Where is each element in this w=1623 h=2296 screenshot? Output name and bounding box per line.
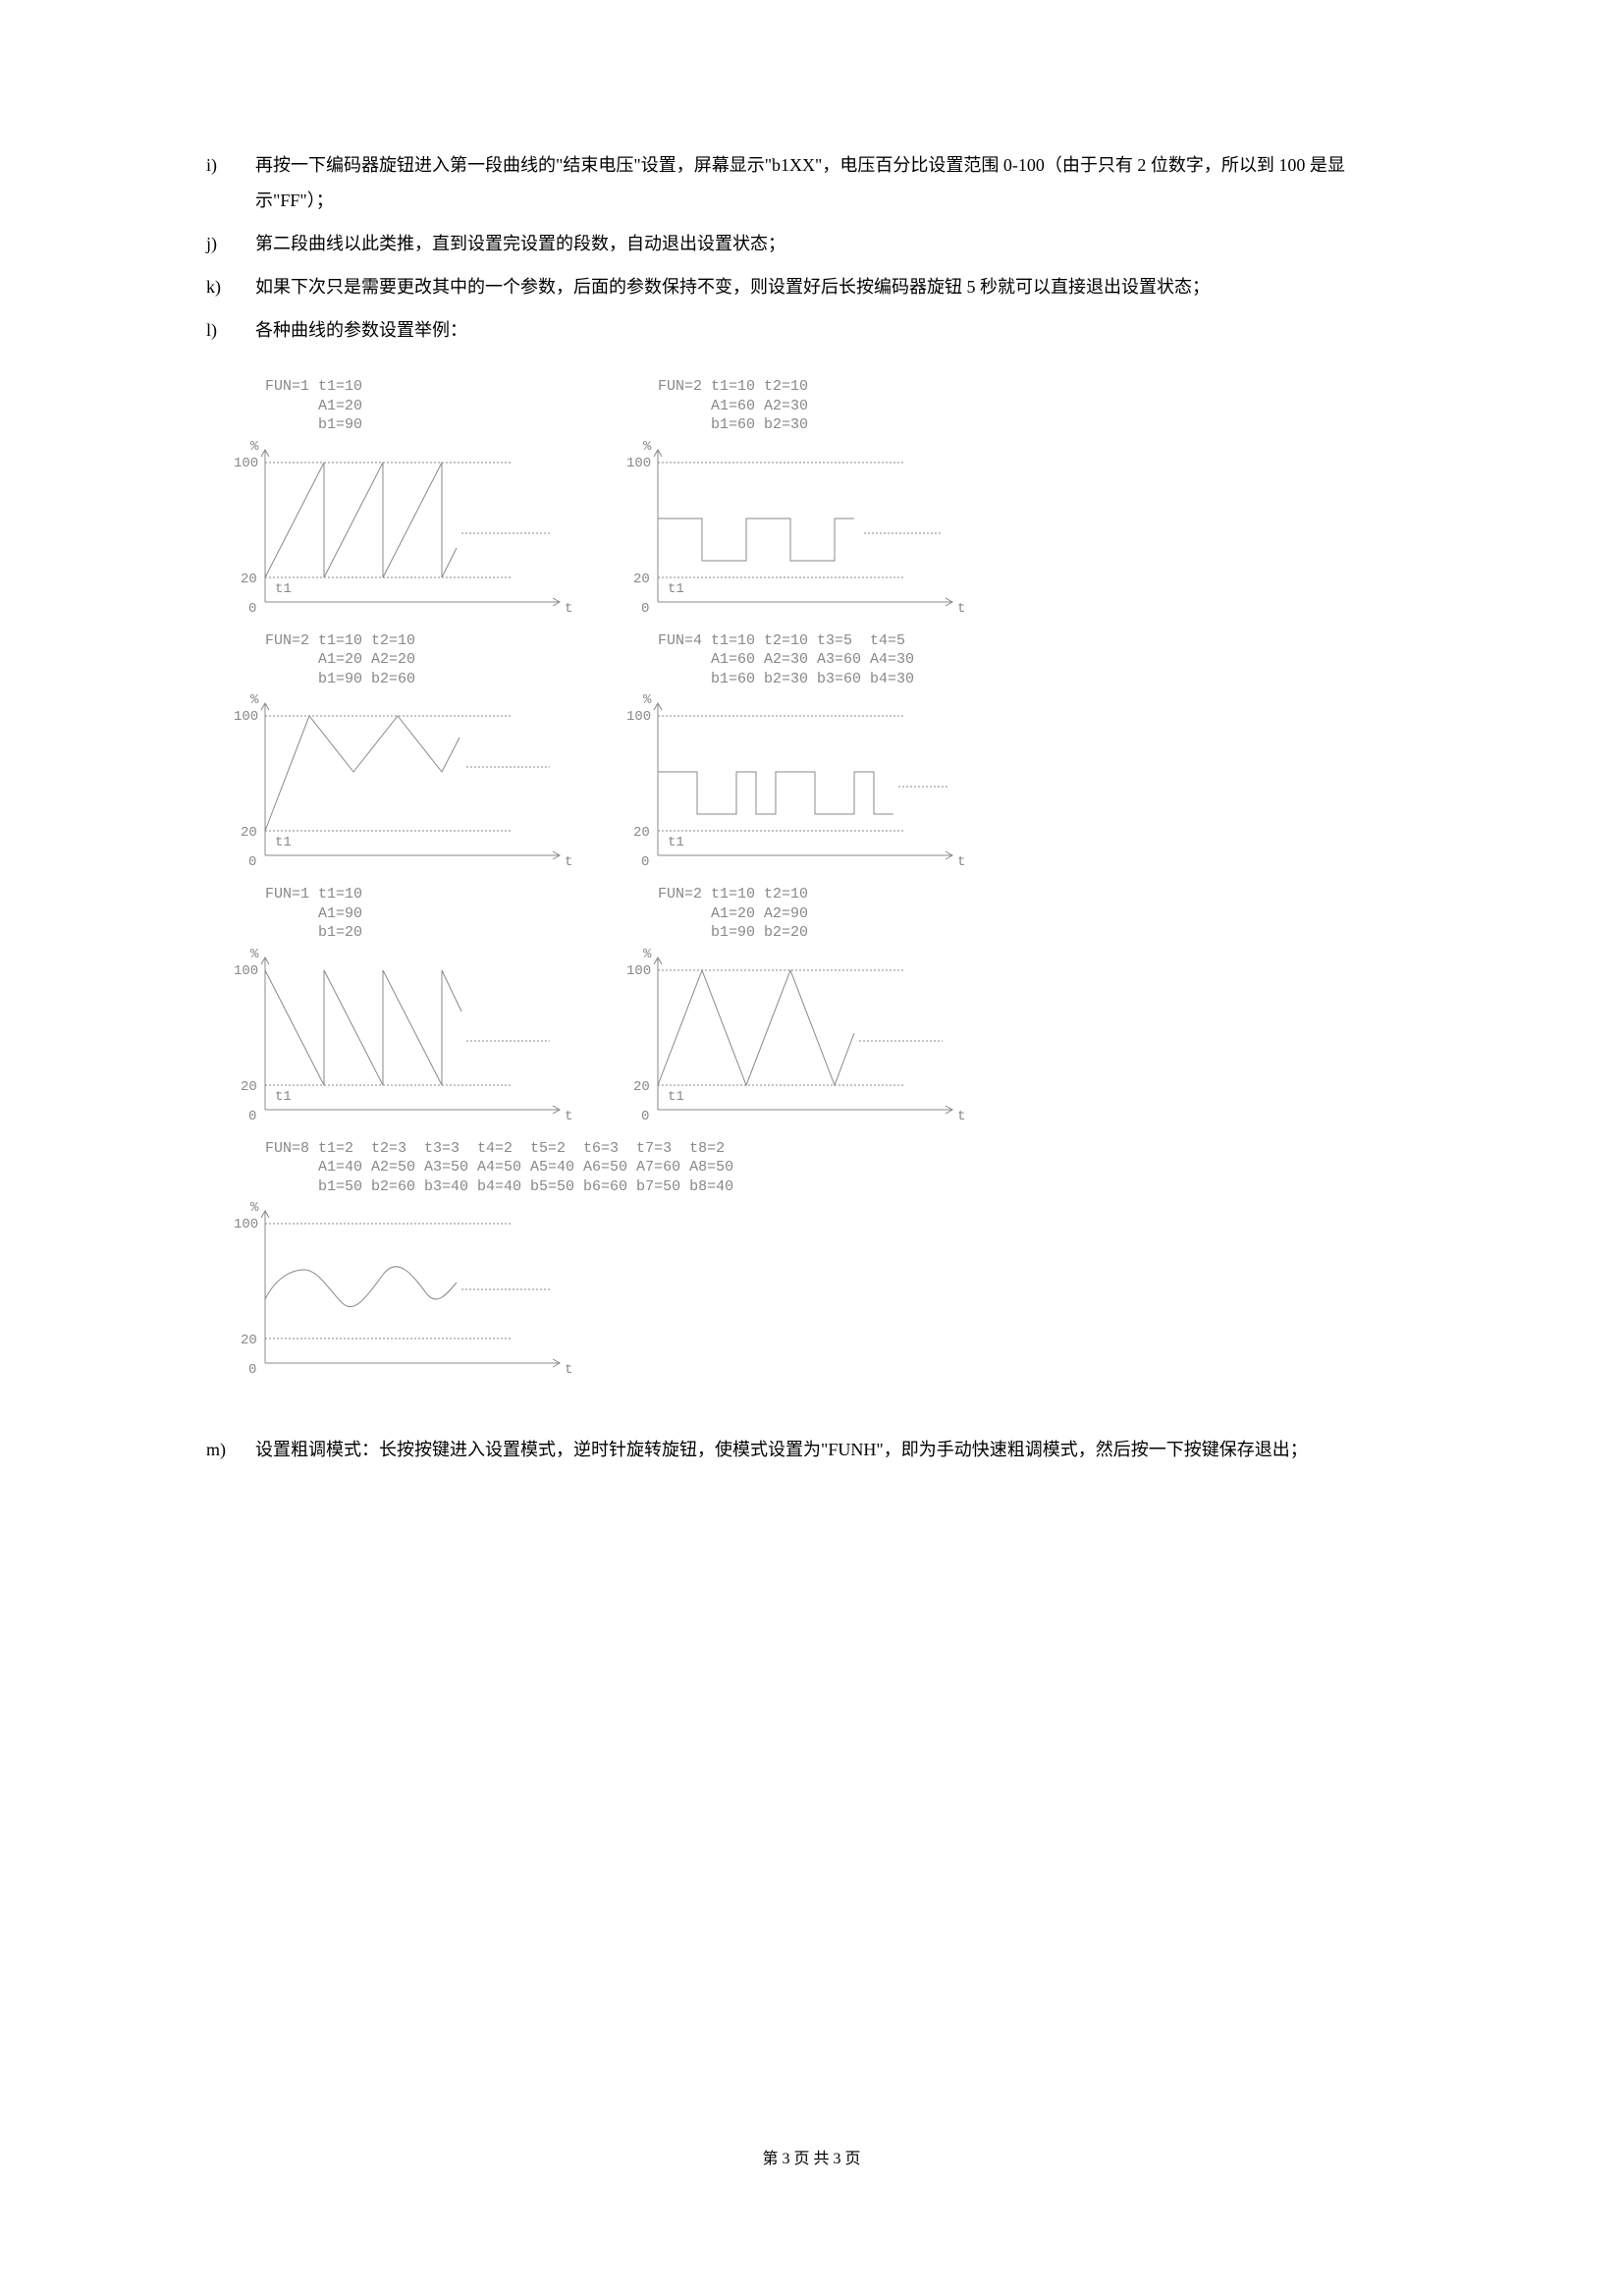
svg-text:t: t — [565, 1362, 572, 1378]
svg-text:20: 20 — [633, 1079, 650, 1095]
svg-text:%: % — [250, 1200, 259, 1216]
chart-svg: % 100 20 0 t1 t — [609, 943, 1001, 1139]
chart-svg: % 100 20 0 t — [216, 1196, 1001, 1393]
chart-6: FUN=2 t1=10 t2=10 A1=20 A2=90 b1=90 b2=2… — [609, 885, 1001, 1139]
svg-text:t: t — [565, 601, 572, 617]
svg-text:20: 20 — [633, 825, 650, 841]
chart-svg: % 100 20 0 t1 t — [609, 688, 1001, 885]
svg-text:t: t — [565, 854, 572, 870]
chart-1: FUN=1 t1=10 A1=20 b1=90 % 100 20 0 t1 t — [216, 377, 609, 631]
svg-text:t: t — [957, 1109, 965, 1124]
chart-params: FUN=2 t1=10 t2=10 A1=20 A2=90 b1=90 b2=2… — [658, 885, 1001, 943]
svg-text:t1: t1 — [275, 581, 292, 597]
list-content: 设置粗调模式：长按按键进入设置模式，逆时针旋转旋钮，使模式设置为"FUNH"，即… — [255, 1432, 1417, 1467]
list-marker: m) — [206, 1432, 255, 1467]
svg-text:t1: t1 — [275, 835, 292, 850]
svg-text:0: 0 — [641, 854, 649, 870]
list-marker: k) — [206, 269, 255, 304]
chart-params: FUN=4 t1=10 t2=10 t3=5 t4=5 A1=60 A2=30 … — [658, 631, 1001, 689]
svg-text:t: t — [565, 1109, 572, 1124]
svg-text:%: % — [643, 439, 652, 455]
chart-row: FUN=8 t1=2 t2=3 t3=3 t4=2 t5=2 t6=3 t7=3… — [216, 1139, 1417, 1394]
svg-text:100: 100 — [626, 456, 651, 471]
list-item-l: l) 各种曲线的参数设置举例： — [206, 312, 1417, 348]
chart-svg: % 100 20 0 t1 t — [216, 688, 609, 885]
list-marker: i) — [206, 147, 255, 218]
chart-params: FUN=1 t1=10 A1=20 b1=90 — [265, 377, 609, 435]
list-marker: j) — [206, 226, 255, 261]
svg-text:20: 20 — [241, 1333, 257, 1348]
svg-text:20: 20 — [241, 1079, 257, 1095]
chart-2: FUN=2 t1=10 t2=10 A1=60 A2=30 b1=60 b2=3… — [609, 377, 1001, 631]
chart-4: FUN=4 t1=10 t2=10 t3=5 t4=5 A1=60 A2=30 … — [609, 631, 1001, 886]
svg-text:t1: t1 — [668, 581, 684, 597]
list-marker: l) — [206, 312, 255, 348]
list-item-m: m) 设置粗调模式：长按按键进入设置模式，逆时针旋转旋钮，使模式设置为"FUNH… — [206, 1432, 1417, 1467]
list-content: 各种曲线的参数设置举例： — [255, 312, 1417, 348]
chart-svg: % 100 20 0 t1 t — [216, 435, 609, 631]
svg-text:20: 20 — [241, 825, 257, 841]
svg-text:t1: t1 — [668, 1089, 684, 1105]
chart-row: FUN=1 t1=10 A1=20 b1=90 % 100 20 0 t1 t — [216, 377, 1417, 631]
svg-text:t1: t1 — [275, 1089, 292, 1105]
charts-container: FUN=1 t1=10 A1=20 b1=90 % 100 20 0 t1 t — [216, 377, 1417, 1393]
svg-text:0: 0 — [248, 1109, 256, 1124]
list-item-i: i) 再按一下编码器旋钮进入第一段曲线的"结束电压"设置，屏幕显示"b1XX"，… — [206, 147, 1417, 218]
svg-text:0: 0 — [248, 601, 256, 617]
chart-svg: % 100 20 0 t1 t — [609, 435, 1001, 631]
svg-text:%: % — [250, 947, 259, 962]
chart-row: FUN=1 t1=10 A1=90 b1=20 % 100 20 0 t1 t — [216, 885, 1417, 1139]
svg-text:t: t — [957, 854, 965, 870]
list-content: 第二段曲线以此类推，直到设置完设置的段数，自动退出设置状态； — [255, 226, 1417, 261]
svg-text:t1: t1 — [668, 835, 684, 850]
page-footer: 第 3 页 共 3 页 — [0, 2145, 1623, 2168]
chart-7: FUN=8 t1=2 t2=3 t3=3 t4=2 t5=2 t6=3 t7=3… — [216, 1139, 1001, 1394]
svg-text:100: 100 — [234, 456, 258, 471]
svg-text:0: 0 — [248, 1362, 256, 1378]
svg-text:20: 20 — [241, 572, 257, 587]
svg-text:20: 20 — [633, 572, 650, 587]
svg-text:0: 0 — [248, 854, 256, 870]
svg-text:100: 100 — [234, 963, 258, 979]
chart-params: FUN=8 t1=2 t2=3 t3=3 t4=2 t5=2 t6=3 t7=3… — [265, 1139, 1001, 1197]
chart-params: FUN=1 t1=10 A1=90 b1=20 — [265, 885, 609, 943]
svg-text:100: 100 — [234, 1217, 258, 1232]
svg-text:0: 0 — [641, 1109, 649, 1124]
svg-text:%: % — [250, 692, 259, 708]
chart-3: FUN=2 t1=10 t2=10 A1=20 A2=20 b1=90 b2=6… — [216, 631, 609, 886]
svg-text:100: 100 — [626, 963, 651, 979]
svg-text:0: 0 — [641, 601, 649, 617]
svg-text:%: % — [250, 439, 259, 455]
list-item-j: j) 第二段曲线以此类推，直到设置完设置的段数，自动退出设置状态； — [206, 226, 1417, 261]
chart-params: FUN=2 t1=10 t2=10 A1=20 A2=20 b1=90 b2=6… — [265, 631, 609, 689]
svg-text:%: % — [643, 947, 652, 962]
svg-text:100: 100 — [234, 709, 258, 725]
svg-text:t: t — [957, 601, 965, 617]
list-content: 如果下次只是需要更改其中的一个参数，后面的参数保持不变，则设置好后长按编码器旋钮… — [255, 269, 1417, 304]
chart-5: FUN=1 t1=10 A1=90 b1=20 % 100 20 0 t1 t — [216, 885, 609, 1139]
chart-params: FUN=2 t1=10 t2=10 A1=60 A2=30 b1=60 b2=3… — [658, 377, 1001, 435]
chart-svg: % 100 20 0 t1 t — [216, 943, 609, 1139]
chart-row: FUN=2 t1=10 t2=10 A1=20 A2=20 b1=90 b2=6… — [216, 631, 1417, 886]
list-content: 再按一下编码器旋钮进入第一段曲线的"结束电压"设置，屏幕显示"b1XX"，电压百… — [255, 147, 1417, 218]
svg-text:%: % — [643, 692, 652, 708]
list-item-k: k) 如果下次只是需要更改其中的一个参数，后面的参数保持不变，则设置好后长按编码… — [206, 269, 1417, 304]
svg-text:100: 100 — [626, 709, 651, 725]
